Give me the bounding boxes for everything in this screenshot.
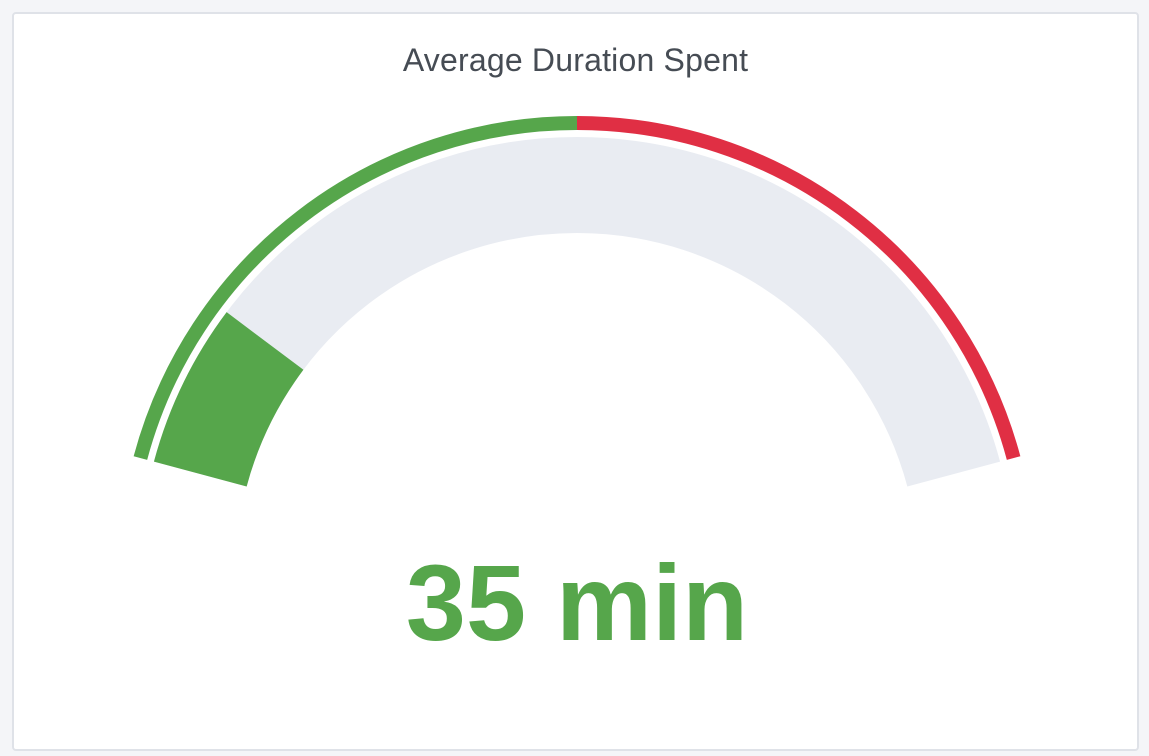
threshold-segment-1 xyxy=(133,116,578,460)
gauge-track xyxy=(153,137,1001,487)
threshold-segment-2 xyxy=(576,116,1021,460)
gauge-value: 35 min xyxy=(406,542,748,663)
panel-title: Average Duration Spent xyxy=(402,42,749,78)
gauge-value-arc xyxy=(153,312,304,488)
threshold-band xyxy=(133,116,1021,460)
